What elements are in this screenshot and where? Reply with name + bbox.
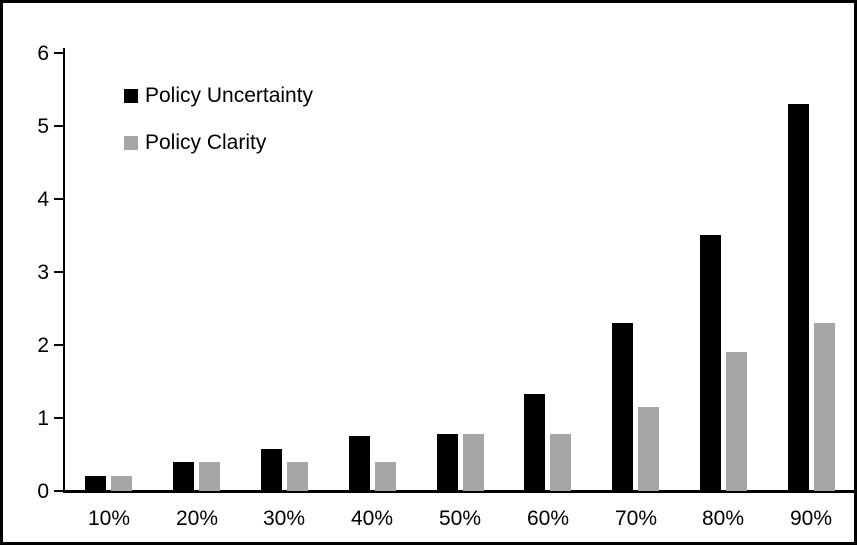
- y-tick-label: 5: [37, 115, 49, 138]
- bar-policy-uncertainty: [437, 434, 458, 491]
- x-tick-label: 80%: [701, 507, 745, 530]
- bar-policy-clarity: [638, 407, 659, 491]
- y-tick-label: 6: [37, 42, 49, 65]
- x-tick-label: 30%: [262, 507, 306, 530]
- y-tick-mark: [54, 417, 63, 419]
- bar-policy-uncertainty: [85, 476, 106, 491]
- y-tick-label: 0: [37, 480, 49, 503]
- y-tick-mark: [54, 52, 63, 54]
- y-tick-mark: [54, 271, 63, 273]
- bar-policy-clarity: [463, 434, 484, 491]
- bar-policy-uncertainty: [261, 449, 282, 491]
- x-tick-label: 60%: [526, 507, 570, 530]
- bar-policy-uncertainty: [700, 235, 721, 491]
- bar-policy-uncertainty: [524, 394, 545, 491]
- y-tick-label: 3: [37, 261, 49, 284]
- bar-policy-clarity: [550, 434, 571, 491]
- y-axis: [63, 48, 65, 493]
- bar-policy-clarity: [726, 352, 747, 491]
- bar-policy-clarity: [199, 462, 220, 491]
- y-tick-mark: [54, 344, 63, 346]
- bar-policy-uncertainty: [173, 462, 194, 491]
- x-tick-label: 40%: [350, 507, 394, 530]
- x-tick-label: 90%: [789, 507, 833, 530]
- x-axis: [63, 490, 854, 493]
- legend-label-policy-uncertainty: Policy Uncertainty: [145, 84, 314, 107]
- legend: Policy Uncertainty Policy Clarity: [124, 85, 313, 179]
- legend-label-policy-clarity: Policy Clarity: [145, 131, 267, 154]
- y-tick-label: 4: [37, 188, 49, 211]
- bar-policy-uncertainty: [612, 323, 633, 491]
- y-tick-mark: [54, 125, 63, 127]
- legend-item-policy-clarity: Policy Clarity: [124, 132, 313, 153]
- y-tick-label: 1: [37, 407, 49, 430]
- x-tick-label: 50%: [438, 507, 482, 530]
- legend-marker-policy-uncertainty: [124, 88, 138, 103]
- x-tick-label: 20%: [175, 507, 219, 530]
- y-tick-mark: [54, 490, 63, 492]
- bar-policy-clarity: [111, 476, 132, 491]
- bar-policy-clarity: [287, 462, 308, 491]
- legend-marker-policy-clarity: [124, 135, 138, 150]
- legend-item-policy-uncertainty: Policy Uncertainty: [124, 85, 313, 106]
- y-tick-label: 2: [37, 334, 49, 357]
- bar-policy-clarity: [375, 462, 396, 491]
- plot-area: 0 1 2 3 4 5 6 10% 20% 30% 40% 50% 60% 70% 80% 90%: [3, 3, 854, 542]
- x-tick-label: 70%: [614, 507, 658, 530]
- bar-policy-uncertainty: [788, 104, 809, 491]
- x-tick-label: 10%: [87, 507, 131, 530]
- bar-policy-uncertainty: [349, 436, 370, 491]
- y-tick-mark: [54, 198, 63, 200]
- bar-policy-clarity: [814, 323, 835, 491]
